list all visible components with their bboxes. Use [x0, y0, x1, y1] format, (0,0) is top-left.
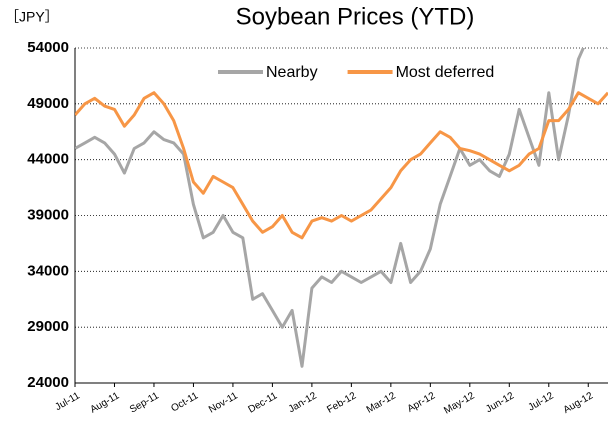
x-tick-label: Mar-12 — [365, 390, 398, 416]
x-tick-label: Aug-11 — [89, 390, 122, 415]
x-tick-label: Apr-12 — [406, 390, 438, 415]
x-tick-label: Jul-11 — [53, 390, 82, 413]
legend-label: Nearby — [266, 64, 318, 81]
y-tick-label: 54000 — [27, 39, 69, 56]
y-tick-label: 29000 — [27, 318, 69, 335]
series-line — [75, 91, 608, 240]
series-line — [75, 48, 608, 368]
x-tick-label: Sep-11 — [128, 390, 161, 415]
x-tick-label: Jul-12 — [526, 390, 555, 413]
x-tick-label: Feb-12 — [325, 390, 358, 416]
y-tick-label: 49000 — [27, 95, 69, 112]
x-tick-label: May-12 — [442, 390, 477, 416]
x-tick-label: Jun-12 — [484, 390, 516, 415]
x-tick-label: Aug-12 — [562, 390, 596, 416]
chart-title: Soybean Prices (YTD) — [236, 3, 475, 30]
y-tick-label: 34000 — [27, 262, 69, 279]
y-tick-label: 24000 — [27, 374, 69, 391]
x-tick-label: Jan-12 — [287, 390, 319, 415]
y-tick-label: 39000 — [27, 206, 69, 223]
x-tick-label: Nov-11 — [207, 390, 240, 415]
plot-area — [75, 48, 608, 368]
x-tick-label: Oct-11 — [169, 390, 200, 414]
y-unit: ［JPY］ — [5, 9, 59, 25]
legend-label: Most deferred — [396, 64, 495, 81]
y-tick-label: 44000 — [27, 151, 69, 168]
x-tick-label: Dec-11 — [246, 390, 279, 415]
